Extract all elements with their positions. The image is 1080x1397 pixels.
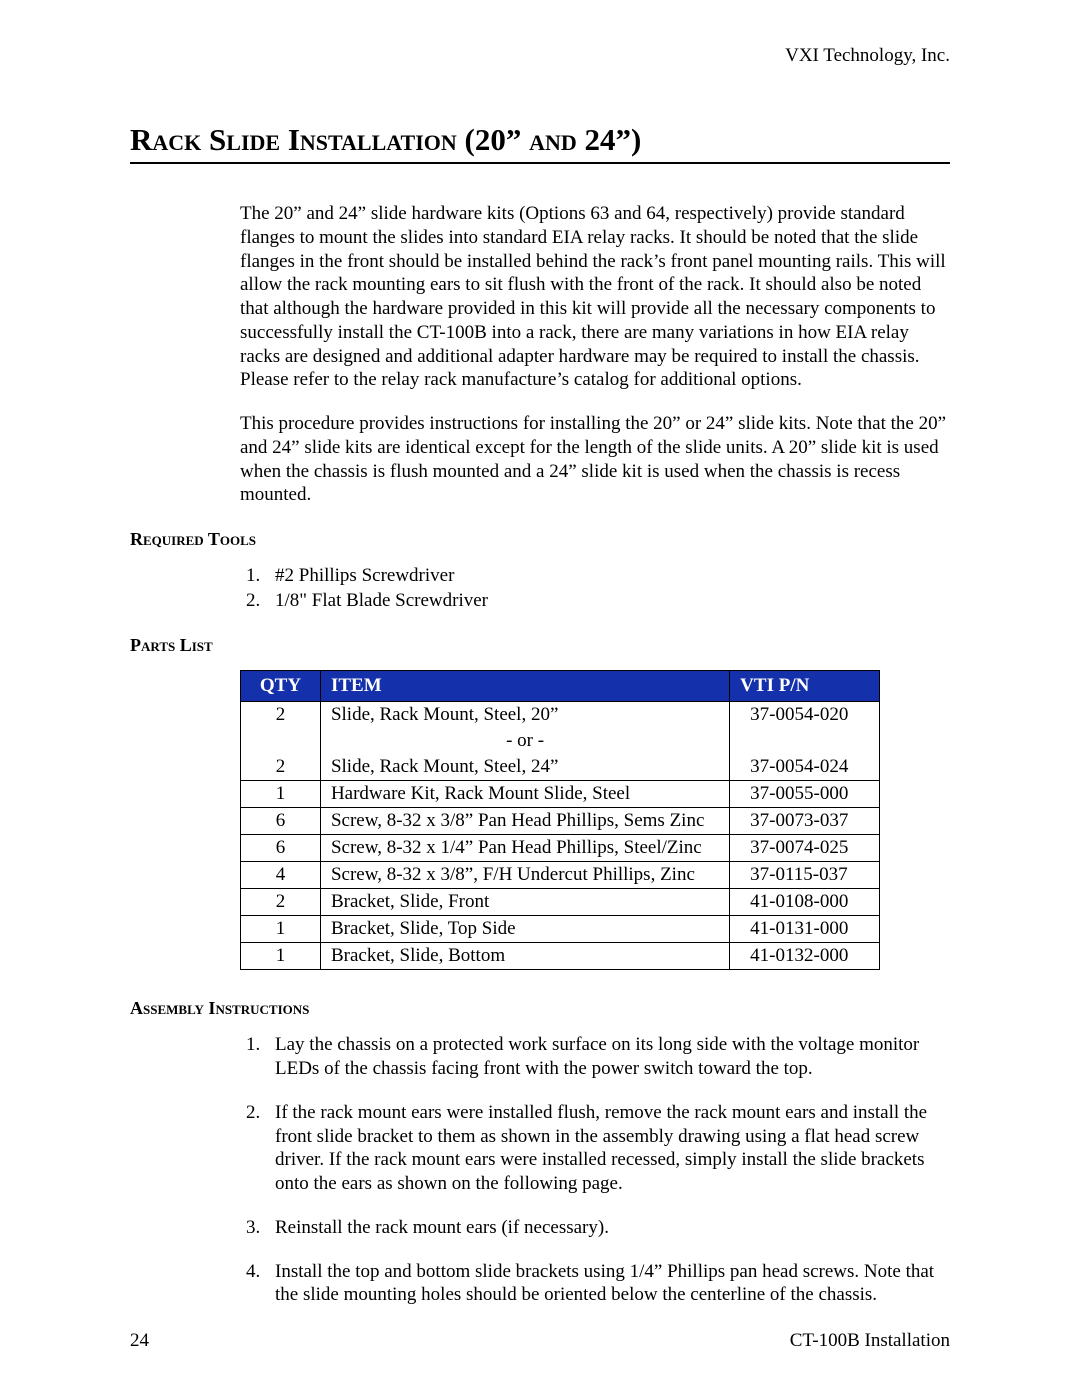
pn-cell: 41-0131-000 bbox=[730, 916, 880, 943]
pn-cell: 37-0054-020 bbox=[730, 702, 880, 729]
item-cell: Screw, 8-32 x 3/8”, F/H Undercut Phillip… bbox=[320, 862, 729, 889]
pn-cell: 41-0132-000 bbox=[730, 943, 880, 970]
tools-list: #2 Phillips Screwdriver 1/8" Flat Blade … bbox=[265, 564, 950, 613]
table-row: 6 Screw, 8-32 x 3/8” Pan Head Phillips, … bbox=[241, 808, 880, 835]
intro-paragraph-1: The 20” and 24” slide hardware kits (Opt… bbox=[240, 202, 950, 392]
qty-cell: 6 bbox=[241, 835, 321, 862]
item-cell: Bracket, Slide, Front bbox=[320, 889, 729, 916]
table-row: 1 Bracket, Slide, Top Side 41-0131-000 bbox=[241, 916, 880, 943]
list-item: Reinstall the rack mount ears (if necess… bbox=[265, 1216, 950, 1240]
pn-cell: 37-0115-037 bbox=[730, 862, 880, 889]
item-cell: - or - bbox=[320, 728, 729, 754]
list-item: 1/8" Flat Blade Screwdriver bbox=[265, 589, 950, 614]
qty-cell: 1 bbox=[241, 916, 321, 943]
qty-cell bbox=[241, 728, 321, 754]
table-header-row: QTY ITEM VTI P/N bbox=[241, 671, 880, 702]
footer-doc-title: CT-100B Installation bbox=[790, 1330, 950, 1352]
table-row: 2 Slide, Rack Mount, Steel, 20” 37-0054-… bbox=[241, 702, 880, 729]
qty-cell: 2 bbox=[241, 754, 321, 781]
page-number: 24 bbox=[130, 1330, 149, 1352]
qty-cell: 1 bbox=[241, 943, 321, 970]
company-header: VXI Technology, Inc. bbox=[130, 45, 950, 67]
table-row: 2 Bracket, Slide, Front 41-0108-000 bbox=[241, 889, 880, 916]
qty-cell: 6 bbox=[241, 808, 321, 835]
assembly-heading: Assembly Instructions bbox=[130, 998, 950, 1019]
table-row: 4 Screw, 8-32 x 3/8”, F/H Undercut Phill… bbox=[241, 862, 880, 889]
parts-list-heading: Parts List bbox=[130, 635, 950, 656]
pn-header: VTI P/N bbox=[730, 671, 880, 702]
item-cell: Bracket, Slide, Top Side bbox=[320, 916, 729, 943]
pn-cell bbox=[730, 728, 880, 754]
list-item: Install the top and bottom slide bracket… bbox=[265, 1260, 950, 1308]
pn-cell: 37-0073-037 bbox=[730, 808, 880, 835]
list-item: If the rack mount ears were installed fl… bbox=[265, 1101, 950, 1196]
qty-cell: 2 bbox=[241, 702, 321, 729]
qty-cell: 4 bbox=[241, 862, 321, 889]
table-row: 1 Bracket, Slide, Bottom 41-0132-000 bbox=[241, 943, 880, 970]
pn-cell: 37-0074-025 bbox=[730, 835, 880, 862]
item-cell: Slide, Rack Mount, Steel, 20” bbox=[320, 702, 729, 729]
item-cell: Bracket, Slide, Bottom bbox=[320, 943, 729, 970]
item-cell: Slide, Rack Mount, Steel, 24” bbox=[320, 754, 729, 781]
intro-paragraph-2: This procedure provides instructions for… bbox=[240, 412, 950, 507]
pn-cell: 37-0054-024 bbox=[730, 754, 880, 781]
table-row: 2 Slide, Rack Mount, Steel, 24” 37-0054-… bbox=[241, 754, 880, 781]
table-row: 1 Hardware Kit, Rack Mount Slide, Steel … bbox=[241, 781, 880, 808]
list-item: #2 Phillips Screwdriver bbox=[265, 564, 950, 589]
page-title: Rack Slide Installation (20” and 24”) bbox=[130, 122, 950, 164]
assembly-steps: Lay the chassis on a protected work surf… bbox=[265, 1033, 950, 1307]
qty-cell: 2 bbox=[241, 889, 321, 916]
table-row: - or - bbox=[241, 728, 880, 754]
qty-cell: 1 bbox=[241, 781, 321, 808]
table-row: 6 Screw, 8-32 x 1/4” Pan Head Phillips, … bbox=[241, 835, 880, 862]
required-tools-heading: Required Tools bbox=[130, 529, 950, 550]
list-item: Lay the chassis on a protected work surf… bbox=[265, 1033, 950, 1081]
parts-table: QTY ITEM VTI P/N 2 Slide, Rack Mount, St… bbox=[240, 670, 880, 970]
pn-cell: 41-0108-000 bbox=[730, 889, 880, 916]
pn-cell: 37-0055-000 bbox=[730, 781, 880, 808]
item-cell: Screw, 8-32 x 3/8” Pan Head Phillips, Se… bbox=[320, 808, 729, 835]
item-cell: Hardware Kit, Rack Mount Slide, Steel bbox=[320, 781, 729, 808]
item-cell: Screw, 8-32 x 1/4” Pan Head Phillips, St… bbox=[320, 835, 729, 862]
item-header: ITEM bbox=[320, 671, 729, 702]
page-footer: 24 CT-100B Installation bbox=[130, 1330, 950, 1352]
qty-header: QTY bbox=[241, 671, 321, 702]
